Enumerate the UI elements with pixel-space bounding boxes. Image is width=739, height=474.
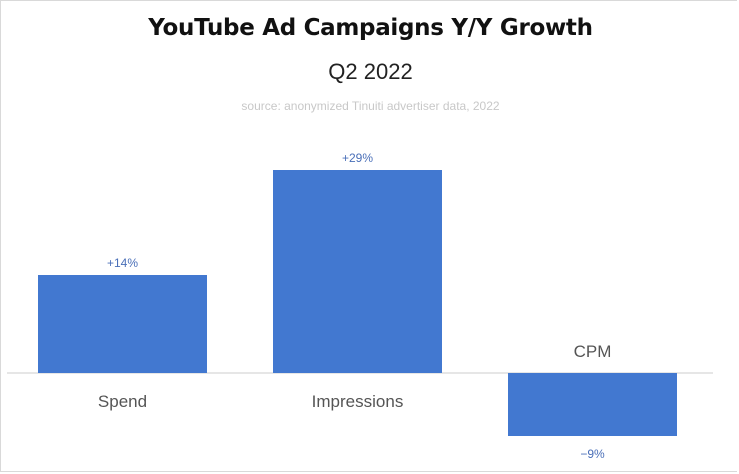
chart-subtitle: Q2 2022 [328,59,413,84]
value-label-spend: +14% [107,256,138,270]
bar-impressions [273,170,442,373]
category-label-impressions: Impressions [312,392,404,411]
category-label-cpm: CPM [574,342,612,361]
value-label-cpm: −9% [580,447,605,461]
chart-source-note: source: anonymized Tinuiti advertiser da… [241,99,500,113]
bar-cpm [508,373,677,436]
value-label-impressions: +29% [342,151,373,165]
bar-spend [38,275,207,373]
chart-title: YouTube Ad Campaigns Y/Y Growth [148,15,593,41]
category-label-spend: Spend [98,392,147,411]
